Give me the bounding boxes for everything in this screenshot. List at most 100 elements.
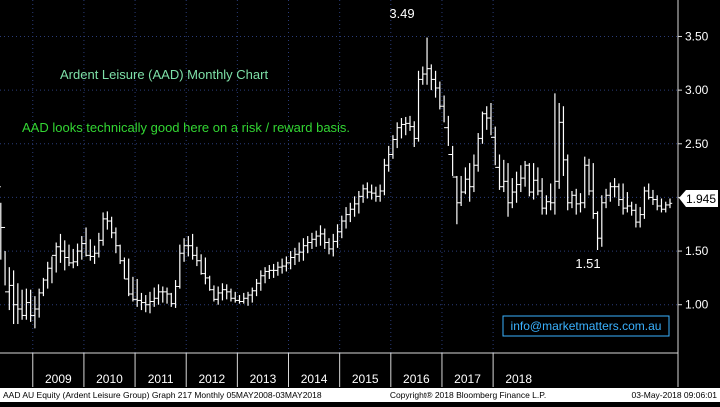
ohlc-bar <box>156 284 161 305</box>
ohlc-bar <box>241 292 246 304</box>
ohlc-bar <box>335 224 340 248</box>
ohlc-bar <box>122 257 127 280</box>
x-tick-label: 2011 <box>148 372 174 386</box>
ohlc-bar <box>7 267 12 311</box>
x-tick-label: 2009 <box>45 372 72 386</box>
ohlc-bar <box>463 167 468 195</box>
ohlc-bar <box>569 190 575 209</box>
ohlc-bar <box>561 106 566 176</box>
ohlc-bar <box>237 295 242 304</box>
ohlc-bar <box>386 145 391 172</box>
ohlc-bar <box>377 184 383 202</box>
ohlc-bar <box>429 64 434 91</box>
ohlc-bar <box>139 292 144 311</box>
ohlc-bar <box>45 261 50 289</box>
contact-box-border <box>502 315 670 337</box>
ohlc-bar <box>450 145 455 178</box>
ohlc-bar <box>15 283 21 325</box>
ohlc-bar <box>79 236 84 260</box>
ohlc-bar <box>454 175 460 225</box>
footer-timestamp: 03-May-2018 09:06:01 <box>631 390 717 400</box>
ohlc-bar <box>301 238 306 261</box>
ohlc-bar <box>254 278 259 297</box>
ohlc-bar <box>603 188 609 209</box>
ohlc-bar <box>24 288 29 320</box>
y-tick-label: 1.00 <box>685 298 709 312</box>
ohlc-bar <box>75 243 80 267</box>
ohlc-bar <box>646 183 651 200</box>
ohlc-bar <box>535 167 541 196</box>
ohlc-bar <box>258 270 264 291</box>
footer-security: AAD AU Equity (Ardent Leisure Group) Gra… <box>3 390 322 400</box>
ohlc-bar <box>488 103 494 138</box>
ohlc-bar <box>190 233 195 260</box>
ohlc-bar <box>424 37 430 85</box>
ohlc-bar <box>467 163 472 202</box>
ohlc-bar <box>160 286 165 303</box>
ohlc-bar <box>616 183 622 207</box>
ohlc-bar <box>608 182 613 202</box>
contact-link[interactable]: info@marketmatters.com.au <box>511 319 662 333</box>
ohlc-bar <box>130 276 136 302</box>
last-price-value: 1.945 <box>686 192 716 206</box>
ohlc-bar <box>373 186 379 202</box>
contact-box[interactable]: info@marketmatters.com.au <box>502 315 670 337</box>
ohlc-bar <box>233 291 238 303</box>
ohlc-bar <box>416 70 421 142</box>
ohlc-bar <box>322 228 327 249</box>
ohlc-bar <box>92 245 97 264</box>
y-tick-label: 3.00 <box>685 83 709 97</box>
ohlc-bar <box>271 263 276 278</box>
ohlc-bar <box>343 207 349 229</box>
footer-background <box>0 388 720 402</box>
x-tick-label: 2014 <box>301 372 328 386</box>
ohlc-bar <box>518 165 524 193</box>
ohlc-bar <box>365 182 370 199</box>
ohlc-bar <box>284 256 289 272</box>
ohlc-bar <box>109 216 114 239</box>
ohlc-bar <box>642 186 647 219</box>
x-tick-label: 2013 <box>250 372 277 386</box>
ohlc-bar <box>279 258 285 274</box>
ohlc-bar <box>49 254 55 284</box>
ohlc-bar <box>36 288 42 318</box>
y-tick-label: 3.50 <box>685 29 709 43</box>
ohlc-bar <box>382 158 387 196</box>
ohlc-bar <box>629 201 634 216</box>
ohlc-bar <box>117 244 123 264</box>
ohlc-bar <box>0 186 3 260</box>
ohlc-bar <box>113 227 119 254</box>
ohlc-bar <box>203 257 208 285</box>
ohlc-bar <box>446 115 451 156</box>
ohlc-bar <box>224 284 229 300</box>
ohlc-bar <box>41 277 46 297</box>
ohlc-bar <box>539 178 545 215</box>
x-tick-label: 2016 <box>403 372 430 386</box>
x-tick-label: 2017 <box>454 372 481 386</box>
ohlc-bar <box>88 239 93 261</box>
ohlc-bar <box>19 289 25 320</box>
ohlc-bar <box>599 195 605 247</box>
ohlc-bar <box>480 111 485 144</box>
ohlc-bar <box>565 154 570 211</box>
ohlc-bar <box>228 288 234 302</box>
ohlc-bar <box>395 122 400 149</box>
ohlc-bar <box>407 115 413 131</box>
ohlc-bar <box>215 286 221 305</box>
y-tick-label: 1.50 <box>685 244 709 258</box>
ohlc-bar <box>637 207 643 228</box>
ohlc-bar <box>505 163 511 217</box>
x-tick-label: 2018 <box>505 372 532 386</box>
ohlc-bar <box>399 118 404 139</box>
ohlc-bar <box>58 233 63 263</box>
footer-copyright: Copyright® 2018 Bloomberg Finance L.P. <box>390 390 546 400</box>
ohlc-bar <box>100 212 106 246</box>
x-axis-ticks: 2009 2010 2011 2012 2013 2014 2015 2016 2017 2018 <box>32 353 532 387</box>
ohlc-bar <box>548 183 553 211</box>
chart-comment: AAD looks technically good here on a ris… <box>22 120 350 135</box>
ohlc-bar <box>71 248 76 269</box>
ohlc-bar <box>667 198 673 209</box>
x-tick-label: 2015 <box>352 372 379 386</box>
ohlc-bar <box>66 244 72 267</box>
